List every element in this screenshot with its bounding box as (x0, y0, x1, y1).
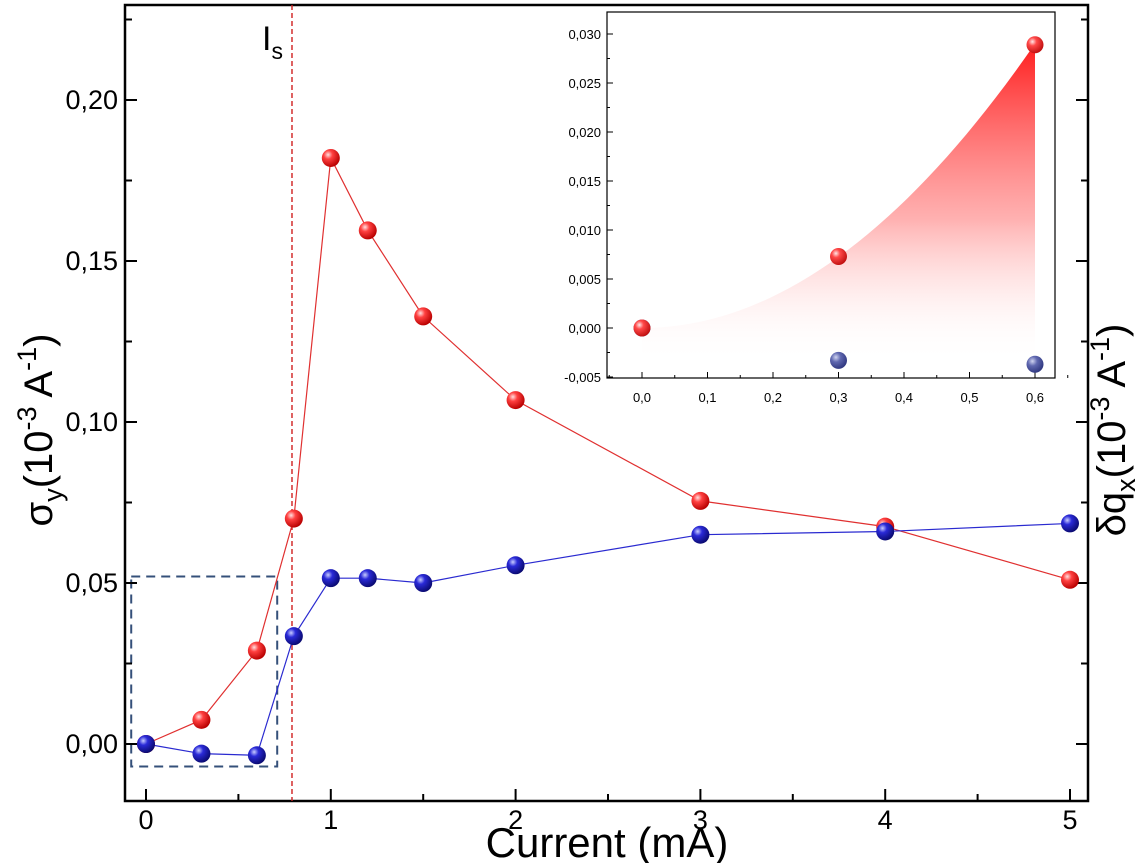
data-point-sigma_y (284, 509, 303, 528)
inset-y-tick-label: 0,010 (568, 223, 601, 238)
y-tick-label: 0,00 (65, 729, 118, 759)
right-y-axis-label: δqx(10-3 A-1) (1085, 324, 1141, 537)
data-point-sigma_y (1061, 570, 1079, 589)
inset-y-tick-label: 0,015 (568, 174, 601, 189)
threshold-current-label: Is (262, 20, 283, 64)
x-axis-label: Current (mA) (486, 819, 729, 863)
data-point-delta_qx (876, 522, 895, 541)
data-point-sigma_y (414, 307, 433, 326)
data-point-sigma_y (192, 710, 211, 729)
inset-fit-area (642, 43, 1035, 363)
x-tick-label: 4 (878, 805, 893, 835)
data-point-delta_qx (358, 569, 377, 588)
inset-data-point-delta_qx (830, 351, 847, 369)
inset-y-tick-label: 0,000 (568, 321, 601, 336)
data-point-delta_qx (284, 627, 303, 646)
inset-data-point-delta_qx (1026, 355, 1044, 373)
data-point-sigma_y (358, 221, 377, 240)
y-tick-label: 0,10 (65, 407, 118, 437)
main-plot-layer: 0 1 2 3 4 5 0,00 0,05 0,10 0,15 0,20 (65, 5, 1088, 835)
data-point-delta_qx (414, 574, 433, 592)
inset-data-point-sigma_y (830, 247, 847, 265)
left-y-axis-label: σy(10-3 A-1) (12, 334, 68, 527)
y-tick-label: 0,15 (65, 246, 118, 276)
y-tick-label: 0,05 (65, 568, 118, 598)
x-tick-label: 3 (693, 805, 708, 835)
data-point-sigma_y (247, 641, 266, 660)
data-point-delta_qx (321, 569, 340, 588)
x-tick-label: 1 (323, 805, 338, 835)
x-tick-label: 5 (1062, 805, 1077, 835)
inset-x-tick-label: 0,6 (1026, 390, 1044, 405)
inset-data-point-sigma_y (1026, 36, 1044, 54)
data-point-sigma_y (321, 148, 340, 167)
inset-plot-layer: 0,0 0,1 0,2 0,3 0,4 0,5 0,6 -0,005 0,000 0,005 0,0… (564, 27, 1069, 405)
zoom-region-box (130, 575, 279, 768)
x-tick-label: 0 (138, 805, 153, 835)
inset-y-tick-label: 0,005 (568, 272, 601, 287)
inset-x-tick-label: 0,2 (764, 390, 782, 405)
inset-y-tick-label: 0,030 (568, 27, 601, 42)
x-tick-label: 2 (508, 805, 523, 835)
inset-x-tick-label: 0,5 (960, 390, 978, 405)
main-plot-frame (123, 3, 1090, 803)
data-point-sigma_y (691, 491, 710, 510)
data-point-delta_qx (691, 525, 710, 544)
y-tick-label: 0,20 (65, 85, 118, 115)
series-line-delta_qx (145, 522, 1071, 756)
data-point-delta_qx (247, 746, 266, 765)
data-point-delta_qx (192, 744, 211, 763)
data-point-delta_qx (137, 735, 155, 753)
data-point-delta_qx (1061, 514, 1079, 533)
data-point-sigma_y (506, 391, 525, 410)
inset-x-tick-label: 0,4 (895, 390, 913, 405)
inset-data-point-sigma_y (633, 319, 651, 337)
inset-y-tick-label: -0,005 (564, 370, 601, 385)
inset-y-tick-label: 0,025 (568, 76, 601, 91)
inset-x-tick-label: 0,3 (829, 390, 847, 405)
inset-x-tick-label: 0,1 (698, 390, 716, 405)
data-point-delta_qx (506, 556, 525, 575)
inset-x-tick-label: 0,0 (633, 390, 651, 405)
inset-y-tick-label: 0,020 (568, 125, 601, 140)
